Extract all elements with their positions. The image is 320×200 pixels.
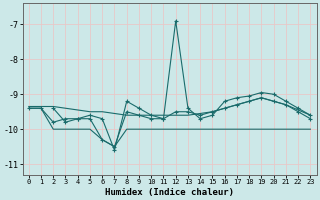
X-axis label: Humidex (Indice chaleur): Humidex (Indice chaleur) [105,188,234,197]
